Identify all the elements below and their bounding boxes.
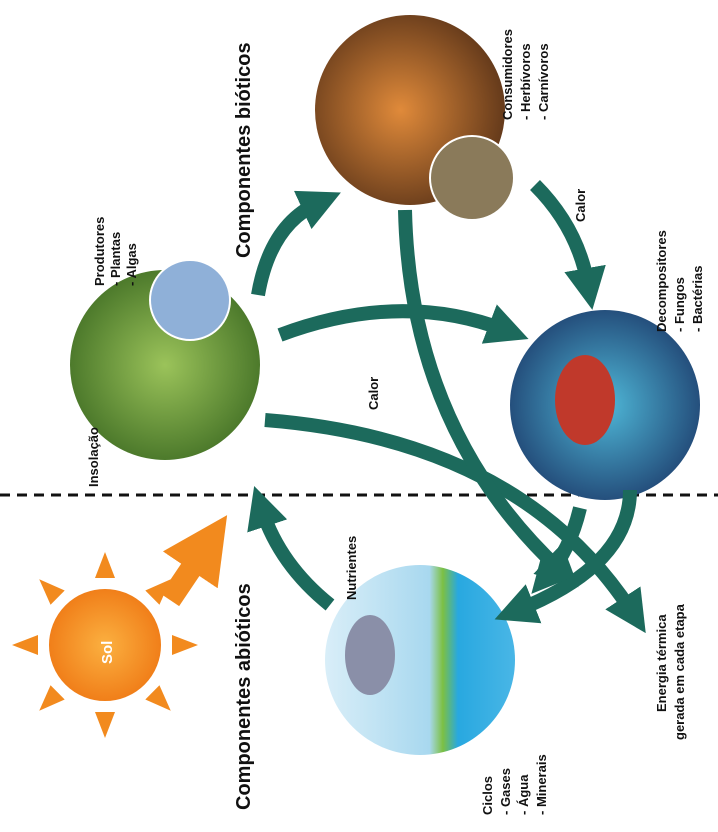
cloud xyxy=(345,615,395,695)
node-item: - Água xyxy=(516,774,531,815)
node-item: - Herbívoros xyxy=(518,43,533,120)
energy-label: gerada em cada etapa xyxy=(672,603,687,740)
rabbit-image xyxy=(429,135,515,221)
flow-label: Calor xyxy=(573,189,588,222)
flow-label: Calor xyxy=(366,377,381,410)
node-label: Decompositores xyxy=(654,230,669,332)
algae-image xyxy=(149,259,231,341)
arrows xyxy=(247,180,646,634)
node-item: - Algas xyxy=(124,243,139,286)
node-item: - Plantas xyxy=(108,232,123,286)
biotic-label: Componentes bióticos xyxy=(233,42,255,258)
flow-label: Nutrientes xyxy=(344,536,359,600)
node-item: - Bactérias xyxy=(690,266,705,332)
node-item: - Carnívoros xyxy=(536,43,551,120)
flow-label: Insolação xyxy=(86,427,101,487)
node-label: Ciclos xyxy=(480,776,495,815)
node-item: - Fungos xyxy=(672,277,687,332)
sun-arrow xyxy=(160,515,228,607)
energy-label: Energia térmica xyxy=(654,614,669,712)
node-label: Consumidores xyxy=(500,29,515,120)
node-item: - Minerais xyxy=(534,754,549,815)
abiotic-label: Componentes abióticos xyxy=(233,583,255,810)
cycles-image xyxy=(325,565,515,755)
sun-label: Sol xyxy=(99,641,116,664)
node-label: Produtores xyxy=(92,217,107,286)
node-item: - Gases xyxy=(498,768,513,815)
sun xyxy=(12,552,198,738)
mushroom xyxy=(555,355,615,445)
